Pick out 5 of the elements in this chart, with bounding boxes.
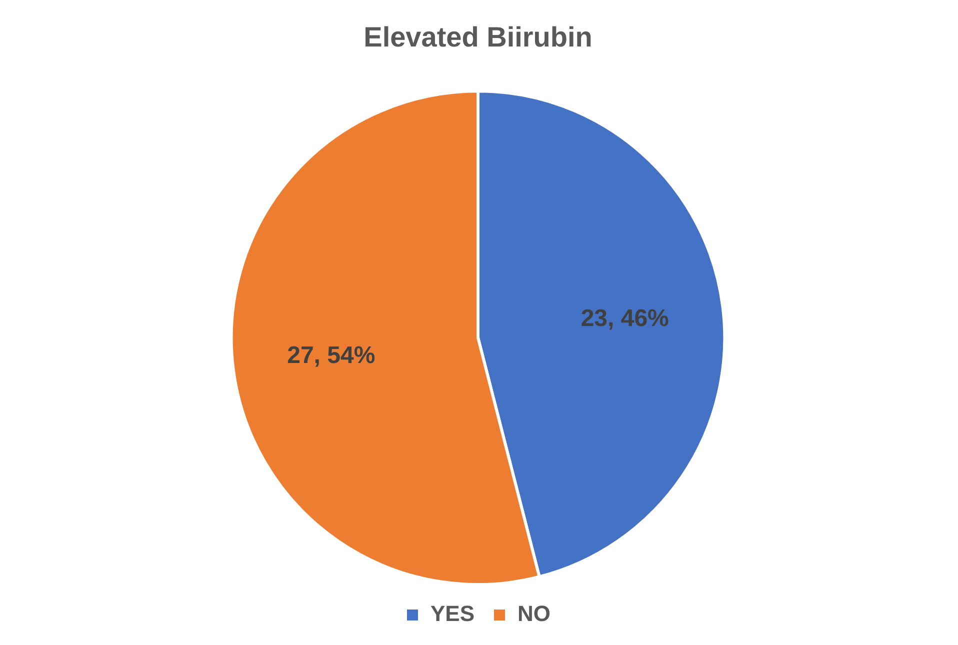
data-label: 27, 54%	[287, 342, 376, 369]
chart-title: Elevated Biirubin	[364, 22, 592, 53]
data-label: 23, 46%	[580, 304, 669, 332]
legend-label: YES	[430, 601, 475, 626]
legend-label: NO	[518, 601, 551, 626]
